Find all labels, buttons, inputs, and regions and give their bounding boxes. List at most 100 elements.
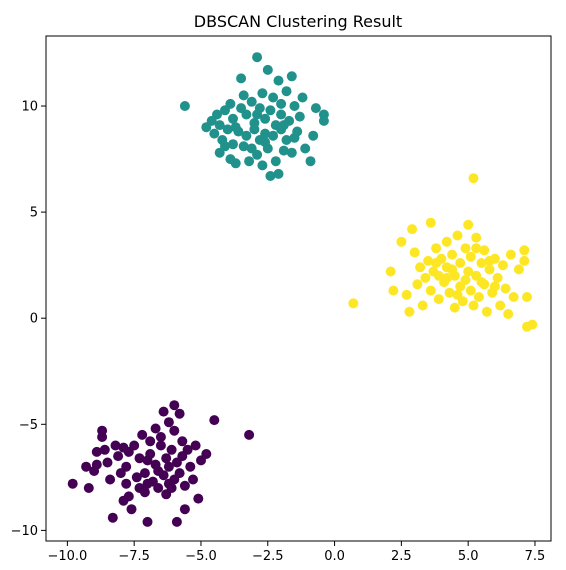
data-point: [449, 302, 460, 313]
data-point: [225, 98, 236, 109]
data-point: [97, 432, 108, 442]
data-point: [171, 516, 182, 527]
data-point: [268, 92, 279, 103]
data-point: [265, 105, 276, 116]
y-tick-label: 0: [30, 312, 38, 327]
data-point: [447, 249, 458, 260]
data-point: [220, 141, 230, 152]
data-point: [519, 245, 530, 256]
data-point: [420, 272, 431, 283]
data-point: [214, 120, 225, 131]
data-point: [163, 478, 174, 489]
data-point: [228, 113, 238, 124]
data-point: [244, 429, 255, 440]
data-point: [476, 258, 487, 268]
data-point: [185, 461, 196, 472]
data-point: [508, 292, 519, 302]
data-point: [121, 461, 132, 472]
data-point: [257, 160, 268, 171]
data-point: [286, 71, 297, 82]
data-point: [276, 98, 287, 109]
data-point: [158, 406, 169, 417]
data-point: [276, 109, 287, 120]
data-point: [415, 262, 426, 273]
data-point: [161, 453, 172, 464]
data-point: [179, 101, 190, 111]
data-point: [465, 285, 476, 296]
plot-frame: [45, 35, 552, 542]
data-point: [268, 130, 279, 141]
data-point: [463, 219, 474, 230]
points-layer: [67, 52, 538, 527]
data-point: [404, 306, 415, 317]
y-tick-label: 10: [21, 100, 38, 115]
data-point: [433, 294, 444, 305]
data-point: [385, 266, 396, 277]
data-point: [348, 298, 359, 309]
x-tick-label: −5.0: [185, 549, 217, 564]
data-point: [409, 247, 420, 258]
data-point: [455, 258, 466, 268]
data-point: [110, 440, 121, 451]
data-point: [188, 474, 198, 485]
data-point: [260, 128, 271, 139]
data-point: [238, 90, 249, 101]
data-point: [179, 480, 190, 491]
data-point: [166, 444, 177, 455]
data-point: [230, 122, 241, 133]
data-point: [179, 504, 190, 515]
data-point: [212, 109, 222, 120]
data-point: [270, 156, 281, 167]
x-tick-label: −2.5: [252, 549, 284, 564]
y-tick-label: 5: [30, 206, 38, 221]
data-point: [431, 243, 442, 254]
data-point: [444, 287, 455, 298]
data-point: [139, 468, 150, 479]
data-point: [500, 283, 511, 294]
data-point: [123, 491, 134, 502]
data-point: [262, 64, 273, 75]
data-point: [388, 285, 399, 296]
data-point: [260, 113, 271, 124]
data-point: [447, 264, 458, 275]
data-point: [519, 255, 530, 266]
data-point: [102, 457, 113, 468]
data-point: [107, 512, 118, 523]
data-point: [163, 461, 174, 472]
data-point: [278, 120, 289, 131]
data-point: [503, 309, 514, 319]
data-point: [308, 130, 319, 141]
data-point: [471, 243, 482, 254]
data-point: [81, 461, 92, 472]
data-point: [407, 224, 418, 235]
data-point: [177, 436, 188, 447]
data-point: [412, 279, 423, 290]
data-point: [142, 478, 153, 489]
data-point: [497, 260, 508, 271]
data-point: [241, 109, 252, 120]
data-point: [113, 451, 124, 462]
data-point: [492, 272, 503, 283]
data-point: [83, 483, 94, 493]
data-point: [129, 440, 140, 451]
x-tick-label: 2.5: [391, 549, 412, 564]
data-point: [318, 109, 329, 120]
data-point: [155, 440, 166, 451]
data-point: [484, 255, 495, 266]
data-point: [209, 415, 220, 426]
data-point: [281, 86, 292, 97]
data-point: [252, 52, 263, 63]
data-point: [134, 453, 145, 464]
data-point: [505, 249, 516, 260]
data-point: [155, 432, 166, 442]
data-point: [479, 245, 490, 256]
data-point: [174, 408, 185, 419]
data-point: [489, 281, 500, 292]
data-point: [460, 243, 471, 254]
data-point: [201, 449, 212, 459]
data-point: [273, 75, 284, 86]
data-point: [425, 285, 436, 296]
data-point: [452, 289, 463, 300]
